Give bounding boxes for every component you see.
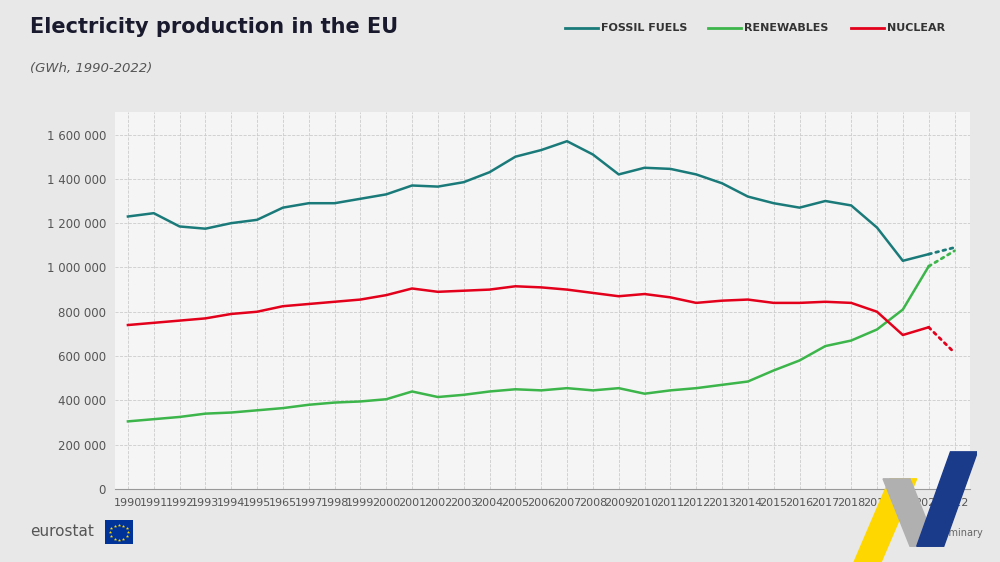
Text: Electricity production in the EU: Electricity production in the EU [30,17,398,37]
Text: NUCLEAR: NUCLEAR [887,23,945,33]
Text: preliminary: preliminary [927,528,982,538]
Text: FOSSIL FUELS: FOSSIL FUELS [601,23,687,33]
Polygon shape [917,452,977,546]
Text: RENEWABLES: RENEWABLES [744,23,828,33]
FancyBboxPatch shape [105,520,133,544]
Text: eurostat: eurostat [30,524,94,538]
Text: (GWh, 1990-2022): (GWh, 1990-2022) [30,62,152,75]
Polygon shape [883,479,937,546]
Polygon shape [849,479,917,562]
